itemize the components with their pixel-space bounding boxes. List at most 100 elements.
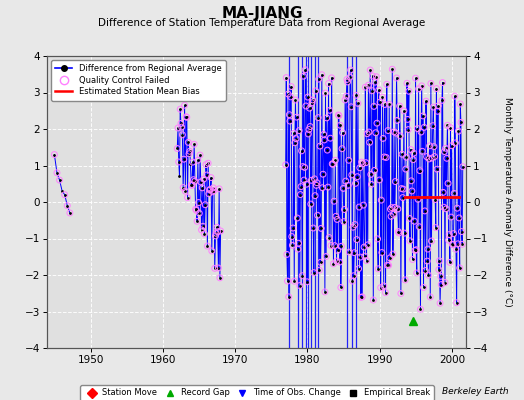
Point [194, 157, 202, 164]
Point [357, 159, 366, 165]
Point [185, 148, 194, 154]
Point [386, 206, 395, 212]
Point [325, 234, 333, 241]
Point [291, 140, 299, 146]
Point [392, 75, 401, 81]
Point [403, 80, 411, 86]
Point [286, 118, 294, 124]
Point [296, 282, 304, 289]
Point [412, 270, 421, 276]
Point [302, 103, 310, 109]
Point [417, 129, 425, 135]
Point [397, 185, 406, 192]
Point [390, 204, 399, 211]
Point [335, 112, 343, 119]
Point [309, 97, 317, 103]
Point [457, 228, 466, 235]
Point [341, 97, 350, 103]
Point [400, 230, 409, 236]
Point [431, 196, 439, 203]
Point [320, 137, 329, 143]
Point [323, 115, 331, 121]
Point [343, 76, 351, 83]
Point [409, 156, 417, 163]
Point [178, 132, 187, 138]
Point [405, 215, 413, 222]
Point [307, 177, 315, 184]
Point [340, 218, 348, 225]
Point [451, 140, 460, 146]
Point [433, 166, 441, 172]
Point [350, 272, 358, 279]
Point [420, 124, 428, 130]
Point [385, 101, 394, 108]
Point [194, 199, 203, 206]
Point [66, 210, 74, 216]
Point [174, 125, 182, 131]
Point [191, 206, 200, 212]
Point [444, 180, 452, 186]
Point [301, 66, 310, 73]
Point [391, 178, 399, 185]
Point [329, 161, 337, 168]
Point [351, 221, 359, 228]
Point [387, 204, 396, 211]
Point [393, 117, 401, 124]
Point [179, 184, 187, 191]
Point [381, 290, 390, 296]
Point [332, 213, 340, 220]
Point [435, 266, 443, 273]
Point [211, 233, 220, 239]
Point [294, 240, 303, 246]
Point [378, 94, 387, 100]
Point [310, 270, 318, 276]
Point [402, 154, 411, 160]
Point [422, 154, 431, 160]
Point [444, 237, 453, 243]
Point [410, 218, 419, 224]
Point [429, 122, 437, 129]
Point [355, 204, 363, 210]
Point [452, 300, 461, 306]
Point [189, 159, 197, 165]
Point [389, 211, 398, 218]
Point [448, 241, 456, 248]
Point [351, 180, 359, 186]
Point [60, 192, 69, 198]
Point [458, 164, 467, 170]
Point [401, 166, 410, 172]
Point [298, 272, 307, 279]
Point [368, 73, 377, 79]
Point [386, 255, 394, 261]
Point [307, 201, 315, 207]
Point [287, 83, 296, 90]
Point [196, 179, 205, 185]
Point [299, 73, 308, 80]
Point [50, 151, 59, 158]
Point [396, 103, 404, 109]
Point [403, 116, 412, 123]
Point [383, 262, 391, 268]
Point [404, 126, 412, 133]
Point [321, 90, 330, 96]
Point [440, 204, 448, 210]
Point [198, 227, 206, 233]
Point [216, 228, 225, 234]
Point [408, 256, 417, 263]
Point [321, 289, 329, 295]
Point [455, 265, 464, 271]
Point [200, 176, 208, 182]
Point [314, 114, 322, 121]
Point [390, 128, 398, 135]
Point [399, 186, 408, 192]
Point [421, 208, 429, 214]
Point [379, 135, 387, 142]
Point [342, 93, 351, 100]
Point [213, 224, 221, 230]
Point [209, 185, 217, 191]
Point [344, 182, 352, 188]
Point [348, 278, 357, 284]
Point [336, 122, 344, 128]
Point [411, 247, 419, 254]
Point [416, 306, 424, 312]
